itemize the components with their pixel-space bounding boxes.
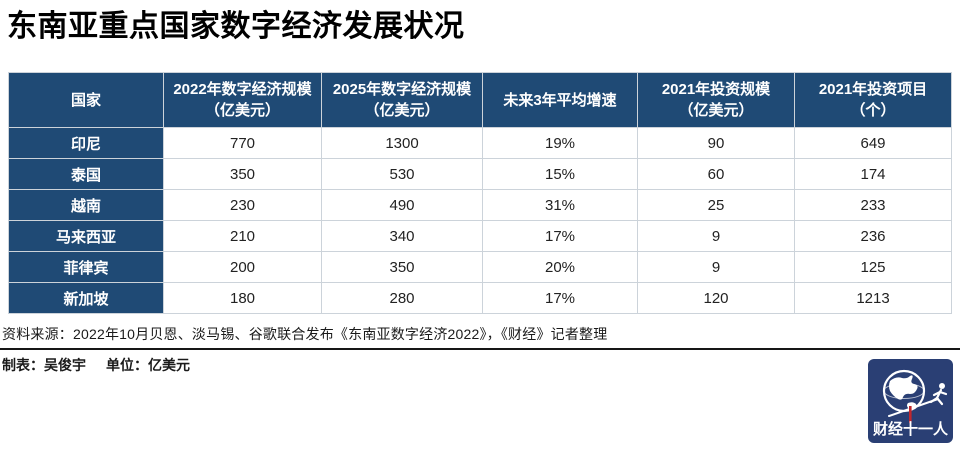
table-row: 越南 230 490 31% 25 233	[8, 189, 952, 221]
table-row: 新加坡 180 280 17% 120 1213	[8, 282, 952, 314]
rope-line	[888, 398, 939, 417]
value-cell: 350	[163, 158, 322, 190]
col-header-2021-investment: 2021年投资规模 （亿美元）	[637, 72, 795, 128]
value-cell: 17%	[482, 282, 638, 314]
value-cell: 60	[637, 158, 795, 190]
value-cell: 280	[321, 282, 483, 314]
value-cell: 125	[794, 251, 952, 283]
credit-note: 制表：吴俊宇 单位：亿美元	[2, 355, 960, 375]
value-cell: 90	[637, 127, 795, 159]
table-row: 菲律宾 200 350 20% 9 125	[8, 251, 952, 283]
country-cell: 印尼	[8, 127, 164, 159]
value-cell: 649	[794, 127, 952, 159]
value-cell: 19%	[482, 127, 638, 159]
value-cell: 9	[637, 220, 795, 252]
col-header-country: 国家	[8, 72, 164, 128]
logo-text: 财经十一人	[873, 420, 949, 438]
value-cell: 31%	[482, 189, 638, 221]
value-cell: 20%	[482, 251, 638, 283]
country-cell: 新加坡	[8, 282, 164, 314]
table-row: 泰国 350 530 15% 60 174	[8, 158, 952, 190]
value-cell: 200	[163, 251, 322, 283]
red-accent-mark	[909, 406, 912, 423]
table-row: 马来西亚 210 340 17% 9 236	[8, 220, 952, 252]
header-row: 国家 2022年数字经济规模 （亿美元） 2025年数字经济规模 （亿美元） 未…	[8, 72, 952, 128]
value-cell: 25	[637, 189, 795, 221]
col-header-growth: 未来3年平均增速	[482, 72, 638, 128]
logo-badge: 财经十一人	[868, 359, 953, 443]
col-header-2025-scale: 2025年数字经济规模 （亿美元）	[321, 72, 483, 128]
col-header-2022-scale: 2022年数字经济规模 （亿美元）	[163, 72, 322, 128]
value-cell: 340	[321, 220, 483, 252]
value-cell: 1213	[794, 282, 952, 314]
value-cell: 174	[794, 158, 952, 190]
unit-label: 单位：亿美元	[106, 357, 190, 373]
divider-rule	[0, 348, 960, 350]
table-header: 国家 2022年数字经济规模 （亿美元） 2025年数字经济规模 （亿美元） 未…	[8, 72, 952, 128]
page-title: 东南亚重点国家数字经济发展状况	[7, 10, 465, 43]
value-cell: 530	[321, 158, 483, 190]
value-cell: 210	[163, 220, 322, 252]
value-cell: 230	[163, 189, 322, 221]
value-cell: 236	[794, 220, 952, 252]
runner-icon	[929, 383, 948, 406]
table-row: 印尼 770 1300 19% 90 649	[8, 127, 952, 159]
value-cell: 120	[637, 282, 795, 314]
source-note: 资料来源：2022年10月贝恩、淡马锡、谷歌联合发布《东南亚数字经济2022》，…	[2, 326, 608, 342]
country-cell: 菲律宾	[8, 251, 164, 283]
value-cell: 15%	[482, 158, 638, 190]
col-header-2021-projects: 2021年投资项目 （个）	[794, 72, 952, 128]
value-cell: 770	[163, 127, 322, 159]
country-cell: 越南	[8, 189, 164, 221]
country-cell: 泰国	[8, 158, 164, 190]
value-cell: 180	[163, 282, 322, 314]
value-cell: 233	[794, 189, 952, 221]
country-cell: 马来西亚	[8, 220, 164, 252]
value-cell: 490	[321, 189, 483, 221]
value-cell: 17%	[482, 220, 638, 252]
value-cell: 9	[637, 251, 795, 283]
maker-label: 制表：吴俊宇	[2, 357, 86, 373]
value-cell: 1300	[321, 127, 483, 159]
data-table: 国家 2022年数字经济规模 （亿美元） 2025年数字经济规模 （亿美元） 未…	[8, 72, 952, 314]
table-body: 印尼 770 1300 19% 90 649 泰国 350 530 15% 60…	[8, 127, 952, 314]
value-cell: 350	[321, 251, 483, 283]
